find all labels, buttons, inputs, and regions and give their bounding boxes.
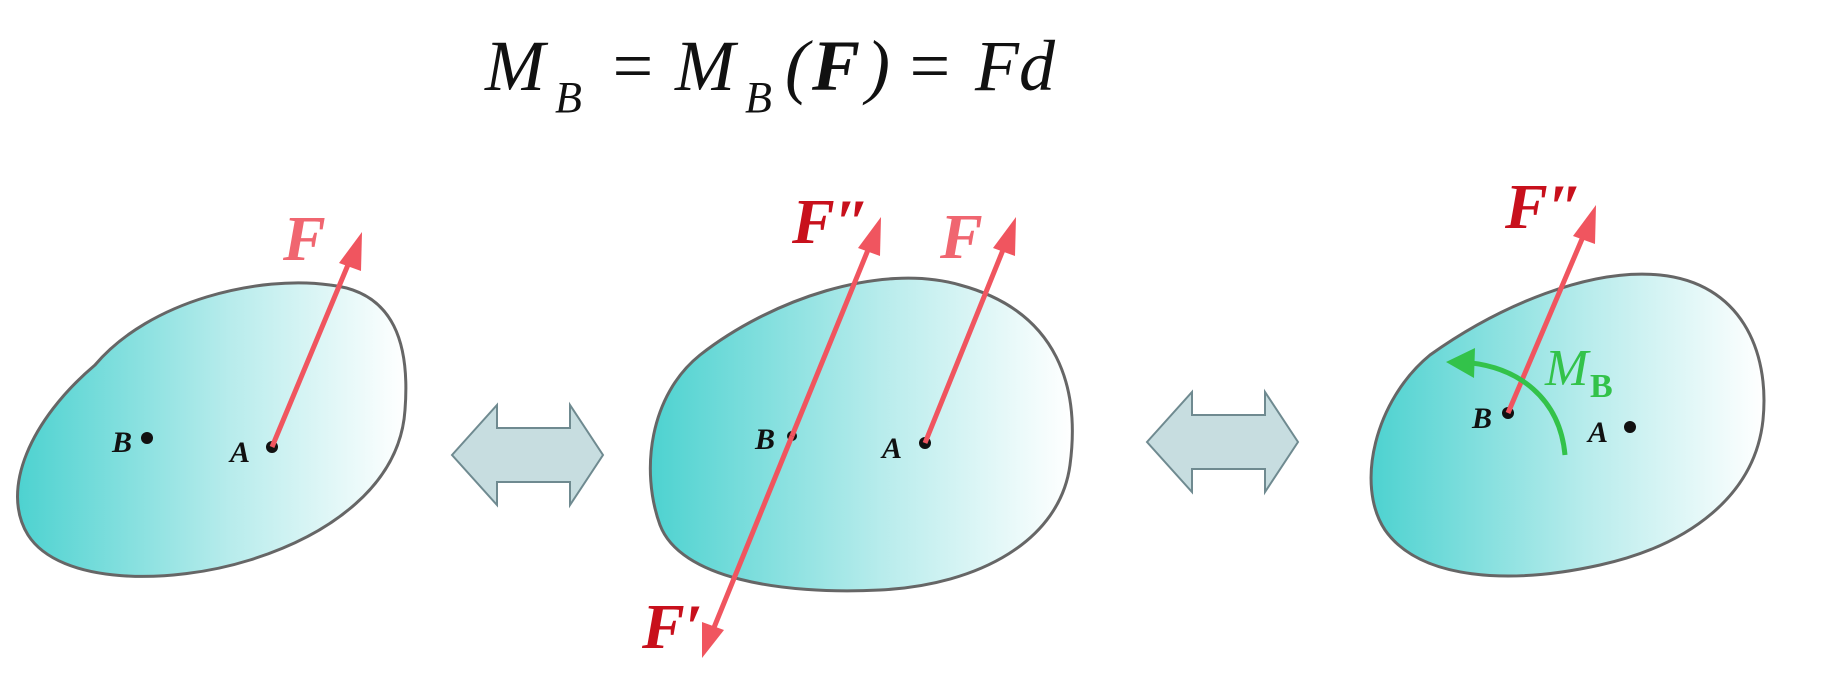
force-F-double-prime-arrowhead <box>1573 205 1596 244</box>
formula-force-times-distance: Fd <box>974 26 1056 106</box>
moment-M-arrowhead <box>1446 348 1475 378</box>
force-F-double-prime-arrow <box>789 244 873 437</box>
force-F-double-prime-arrow <box>1505 231 1588 414</box>
panel-added-force-pair: B A F F″ F′ <box>641 186 1074 662</box>
rigid-body <box>16 281 408 578</box>
formula-moment-subscript-2: B <box>745 73 772 122</box>
rigid-body <box>648 276 1074 593</box>
panel-original-force: B A F <box>16 203 408 578</box>
formula-left-paren: ( <box>785 26 813 106</box>
formula-force-vector: F <box>811 26 860 106</box>
force-F-double-prime-label: F″ <box>1504 171 1583 242</box>
point-A-label: A <box>228 436 250 469</box>
point-B-label: B <box>1471 402 1492 435</box>
panel-force-couple-equivalent: B A F″ M B <box>1369 171 1766 578</box>
formula-equals-2: = <box>905 26 954 106</box>
force-F-label: F <box>282 203 326 274</box>
formula: M B = M B ( F ) = Fd <box>484 26 1056 122</box>
force-F-arrowhead <box>339 232 362 271</box>
formula-moment-symbol: M <box>484 26 549 106</box>
force-F-label: F <box>939 201 983 272</box>
moment-M-subscript: B <box>1590 368 1613 405</box>
force-F-prime-label: F′ <box>641 591 703 662</box>
rigid-body <box>1369 272 1766 578</box>
formula-right-paren: ) <box>862 26 890 106</box>
formula-moment-subscript: B <box>555 73 582 122</box>
point-B-label: B <box>111 426 132 459</box>
force-F-double-prime-arrowhead <box>858 217 881 256</box>
force-F-prime-arrow <box>710 435 795 631</box>
equivalence-arrow-2 <box>1145 388 1300 496</box>
force-F-arrowhead <box>993 217 1016 256</box>
force-F-arrow <box>269 259 353 448</box>
formula-moment-symbol-2: M <box>674 26 739 106</box>
moment-M-arc <box>1459 359 1568 456</box>
double-arrow-icon <box>450 401 605 509</box>
formula-equals-1: = <box>608 26 657 106</box>
point-B-label: B <box>754 423 775 456</box>
force-F-prime-arrowhead <box>702 622 724 658</box>
force-F-arrow <box>922 244 1008 444</box>
point-A-marker <box>1624 421 1636 433</box>
force-F-double-prime-label: F″ <box>791 186 870 257</box>
point-A-label: A <box>1586 416 1608 449</box>
moment-M-label: M <box>1544 340 1591 397</box>
point-B-marker <box>141 432 153 444</box>
equivalence-arrow-1 <box>450 401 605 509</box>
point-A-label: A <box>880 432 902 465</box>
double-arrow-icon <box>1145 388 1300 496</box>
